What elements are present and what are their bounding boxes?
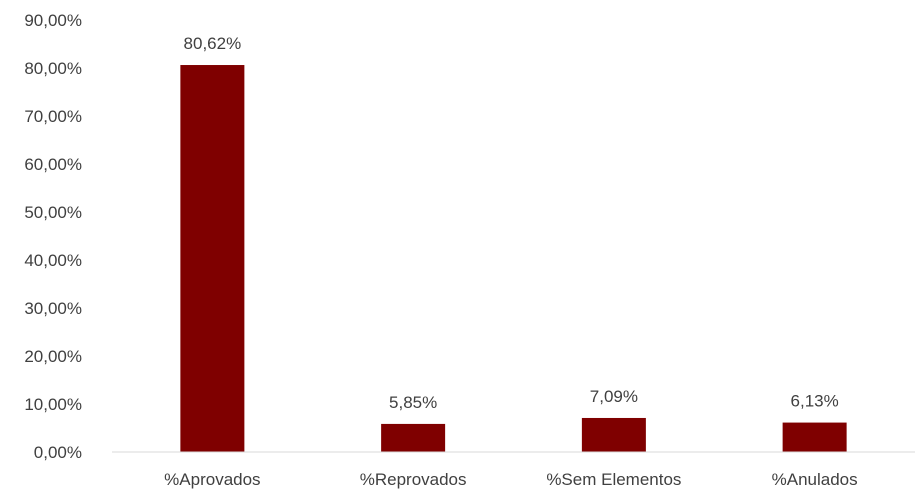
x-category-label: %Anulados: [772, 470, 858, 489]
data-label: 6,13%: [791, 392, 839, 411]
y-tick-label: 20,00%: [24, 347, 82, 366]
y-tick-label: 40,00%: [24, 251, 82, 270]
bar: [581, 417, 646, 452]
y-tick-label: 90,00%: [24, 11, 82, 30]
x-category-label: %Sem Elementos: [546, 470, 681, 489]
bar: [180, 65, 245, 453]
x-category-label: %Aprovados: [164, 470, 260, 489]
y-tick-label: 10,00%: [24, 395, 82, 414]
data-label: 7,09%: [590, 387, 638, 406]
y-tick-label: 70,00%: [24, 107, 82, 126]
bars: [180, 65, 847, 453]
y-tick-label: 0,00%: [34, 443, 82, 462]
x-axis: %Aprovados %Reprovados %Sem Elementos %Anul…: [164, 470, 857, 489]
data-label: 5,85%: [389, 393, 437, 412]
y-tick-label: 60,00%: [24, 155, 82, 174]
bar: [782, 422, 847, 452]
y-tick-label: 30,00%: [24, 299, 82, 318]
y-tick-label: 80,00%: [24, 59, 82, 78]
x-category-label: %Reprovados: [360, 470, 467, 489]
y-axis: 0,00% 10,00% 20,00% 30,00% 40,00% 50,00% 60,00…: [24, 11, 82, 462]
y-tick-label: 50,00%: [24, 203, 82, 222]
bar: [381, 423, 446, 452]
data-label: 80,62%: [184, 34, 242, 53]
data-labels: 80,62% 5,85% 7,09% 6,13%: [184, 34, 839, 412]
